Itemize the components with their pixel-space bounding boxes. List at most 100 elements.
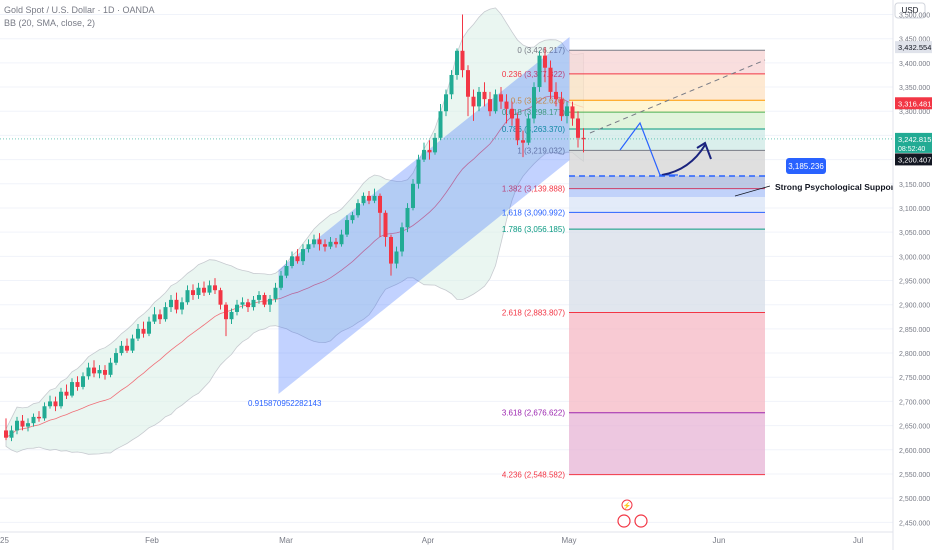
fib-level-label: 1.618 (3,090.992)	[502, 208, 565, 217]
price-tag-fib: 3,316.481	[898, 99, 931, 108]
candle-body	[64, 391, 69, 396]
support-label: Strong Psychological Support	[775, 182, 897, 192]
candle-body	[367, 195, 371, 201]
candle-body	[334, 241, 338, 245]
candle-body	[576, 118, 580, 138]
candle-body	[37, 416, 41, 419]
candle-body	[350, 215, 355, 221]
y-tick-label: 3,400.000	[899, 61, 930, 68]
candle-body	[345, 220, 349, 235]
support-label-bg	[770, 179, 890, 194]
candle-body	[130, 338, 135, 351]
candle-body	[53, 401, 58, 407]
candle-body	[273, 287, 278, 299]
candle-body	[31, 416, 36, 424]
candle-body	[251, 299, 256, 308]
fib-level-label: 0.5 (3,322.626)	[511, 96, 566, 105]
price-tag-black-bg	[895, 153, 932, 166]
us-flag-event-icon	[617, 514, 631, 528]
candle-body	[554, 91, 558, 100]
candle-body	[383, 212, 388, 237]
candle-body	[20, 420, 25, 427]
candle-body	[565, 106, 569, 117]
y-tick-label: 3,500.000	[899, 13, 930, 20]
y-tick-label: 2,600.000	[899, 448, 930, 455]
bollinger-band	[5, 7, 584, 455]
y-tick-label: 2,550.000	[899, 472, 930, 479]
candle-body	[229, 311, 234, 320]
candle-body	[26, 423, 30, 427]
candle-body	[482, 91, 487, 100]
lightning-icon: ⚡	[623, 501, 632, 510]
currency-button-label[interactable]: USD	[902, 6, 919, 15]
candle-body	[262, 295, 267, 305]
x-tick-label: May	[561, 536, 576, 545]
candle-body	[284, 266, 289, 276]
candle-body	[477, 91, 481, 107]
candle-body	[323, 244, 327, 247]
candle-body	[103, 369, 107, 375]
target-price-text: 3,185.236	[788, 162, 824, 171]
candle-body	[147, 321, 151, 334]
candle-body	[449, 74, 454, 95]
fib-level-label: 0.786 (3,263.370)	[502, 125, 565, 134]
price-tag-last: 3,242.815	[898, 135, 931, 144]
candle-body	[438, 111, 443, 138]
candle-body	[114, 353, 118, 363]
fib-level-label: 3.618 (2,676.622)	[502, 409, 565, 418]
indicator-label[interactable]: BB (20, SMA, close, 2)	[4, 18, 96, 28]
symbol-title[interactable]: Gold Spot / U.S. Dollar · 1D · OANDA	[4, 5, 155, 15]
candle-body	[295, 256, 300, 262]
x-tick-label: Mar	[279, 536, 293, 545]
candle-body	[581, 137, 586, 140]
candle-body	[97, 369, 102, 374]
y-tick-label: 2,650.000	[899, 424, 930, 431]
candle-body	[493, 94, 498, 112]
candle-body	[317, 239, 322, 245]
y-tick-label: 3,100.000	[899, 206, 930, 213]
ascending-channel	[278, 36, 570, 395]
candle-body	[444, 94, 448, 112]
candle-body	[405, 207, 410, 228]
candle-body	[460, 50, 465, 71]
fib-zone	[569, 112, 765, 129]
candle-body	[515, 118, 520, 141]
y-tick-label: 3,000.000	[899, 254, 930, 261]
candle-body	[108, 362, 113, 375]
bounce-arrow	[661, 144, 706, 176]
candle-body	[75, 382, 80, 387]
support-zone	[569, 176, 765, 197]
candle-body	[301, 249, 305, 262]
candle-body	[400, 227, 404, 252]
candle-body	[356, 203, 360, 216]
candle-body	[48, 401, 52, 407]
candle-body	[548, 67, 553, 92]
candle-body	[411, 183, 415, 208]
candle-body	[306, 244, 311, 250]
candle-body	[92, 367, 96, 374]
candle-body	[174, 299, 179, 310]
y-tick-label: 2,850.000	[899, 327, 930, 334]
y-tick-label: 2,800.000	[899, 351, 930, 358]
countdown-timer: 08:52:40	[898, 146, 925, 153]
candle-body	[70, 382, 74, 396]
fib-zone	[569, 50, 765, 74]
candle-body	[158, 314, 162, 320]
chart-legend: Gold Spot / U.S. Dollar · 1D · OANDA BB …	[4, 4, 155, 30]
candle-body	[455, 50, 459, 75]
price-tag-fib-bg	[895, 97, 932, 110]
candle-body	[246, 302, 250, 308]
x-tick-label: Apr	[422, 536, 435, 545]
candle-body	[9, 430, 14, 438]
candle-body	[4, 430, 8, 438]
candle-body	[119, 345, 124, 354]
candle-body	[163, 307, 168, 320]
price-tag-high: 3,432.554	[898, 43, 931, 52]
candle-body	[59, 391, 63, 407]
candle-body	[328, 241, 333, 247]
fib-level-label: 0.236 (3,377.322)	[502, 70, 565, 79]
price-axis	[893, 0, 932, 550]
candle-body	[15, 420, 19, 431]
